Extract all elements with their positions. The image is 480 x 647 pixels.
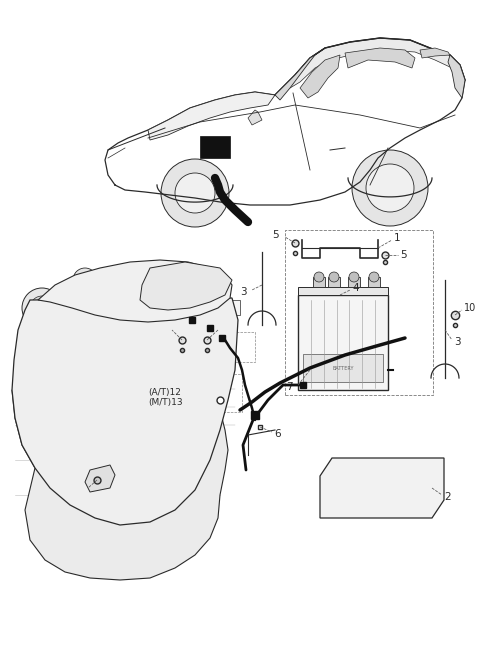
Circle shape (350, 475, 366, 491)
Circle shape (394, 477, 406, 489)
Circle shape (102, 270, 118, 286)
Bar (328, 277, 340, 287)
Circle shape (73, 268, 97, 292)
Bar (368, 277, 380, 287)
Text: 6: 6 (274, 429, 281, 439)
Circle shape (22, 288, 62, 328)
Bar (298, 295, 388, 390)
Bar (200, 136, 230, 158)
Polygon shape (85, 465, 115, 492)
Polygon shape (12, 298, 238, 525)
Text: 3: 3 (454, 337, 461, 347)
Text: 9: 9 (78, 485, 84, 495)
Text: 5: 5 (400, 250, 407, 260)
Text: 2: 2 (444, 492, 451, 502)
Text: 3: 3 (240, 287, 247, 297)
Polygon shape (345, 48, 415, 68)
Bar (165, 332, 255, 362)
Polygon shape (140, 262, 232, 310)
Bar (303, 354, 383, 382)
Circle shape (366, 164, 414, 212)
Text: 1: 1 (394, 233, 401, 243)
Circle shape (175, 173, 215, 213)
Circle shape (187, 268, 211, 292)
Polygon shape (12, 380, 228, 580)
Circle shape (329, 272, 339, 282)
Polygon shape (38, 260, 232, 322)
Circle shape (192, 270, 208, 286)
Circle shape (72, 282, 88, 298)
Bar (298, 287, 388, 295)
Text: 10: 10 (464, 303, 476, 313)
Polygon shape (448, 55, 465, 98)
Text: 8: 8 (162, 323, 168, 333)
Bar (142, 374, 242, 412)
Bar (313, 277, 325, 287)
Circle shape (314, 272, 324, 282)
Circle shape (162, 264, 178, 280)
Circle shape (161, 159, 229, 227)
Text: 4: 4 (352, 283, 359, 293)
Circle shape (111, 268, 135, 292)
Circle shape (30, 296, 54, 320)
Circle shape (349, 272, 359, 282)
Circle shape (132, 264, 148, 280)
Bar (80, 300, 240, 315)
Circle shape (369, 272, 379, 282)
Text: (A/T)12: (A/T)12 (148, 388, 181, 397)
Bar (348, 277, 360, 287)
Polygon shape (300, 55, 340, 98)
Polygon shape (290, 38, 460, 88)
Bar (285, 230, 433, 395)
Circle shape (352, 150, 428, 226)
Text: BATTERY: BATTERY (332, 366, 354, 371)
Text: 7: 7 (286, 382, 293, 392)
Text: (M/T)13: (M/T)13 (148, 399, 182, 408)
Circle shape (149, 268, 173, 292)
Text: 11: 11 (220, 323, 233, 333)
Polygon shape (148, 92, 275, 140)
Text: 5: 5 (272, 230, 278, 240)
Polygon shape (275, 48, 325, 100)
Polygon shape (420, 48, 450, 58)
Polygon shape (248, 110, 262, 125)
Polygon shape (320, 458, 444, 518)
